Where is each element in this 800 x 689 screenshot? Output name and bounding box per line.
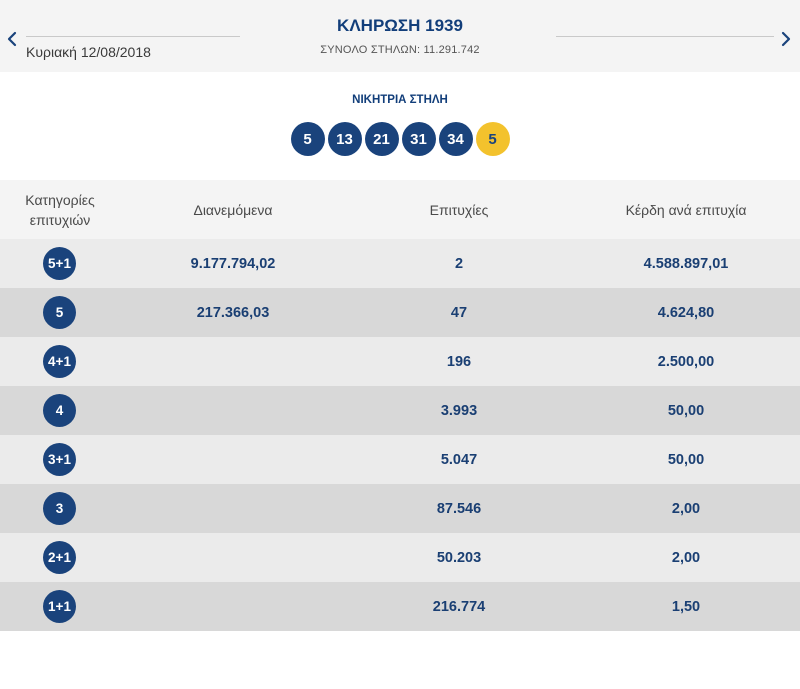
table-row: 5+1 9.177.794,02 2 4.588.897,01 [0,239,800,288]
prize-value: 2,00 [671,500,701,517]
table-header: Κατηγορίες επιτυχιών Διανεμόμενα Επιτυχί… [0,180,800,239]
number-ball: 5 [290,122,325,156]
prize-value: 4.588.897,01 [643,255,729,272]
prize-table: 5+1 9.177.794,02 2 4.588.897,01 5 217.36… [0,239,800,631]
number-ball: 21 [364,122,399,156]
draw-header: Κυριακή 12/08/2018 ΚΛΗΡΩΣΗ 1939 ΣΥΝΟΛΟ Σ… [0,0,800,72]
category-badge: 5 [43,296,76,329]
chevron-left-icon[interactable] [4,26,20,52]
distributed-value [120,386,346,435]
distributed-value: 217.366,03 [196,304,270,321]
table-row: 1+1 216.774 1,50 [0,582,800,631]
chevron-right-icon[interactable] [778,26,794,52]
prize-value: 2,00 [671,549,701,566]
wins-value: 3.993 [440,402,478,419]
header-prize: Κέρδη ανά επιτυχία [625,201,747,218]
wins-value: 196 [446,353,472,370]
wins-value: 5.047 [440,451,478,468]
prize-value: 4.624,80 [657,304,715,321]
winning-column-title: ΝΙΚΗΤΡΙΑ ΣΤΗΛΗ [352,94,448,106]
table-row: 3+1 5.047 50,00 [0,435,800,484]
joker-ball: 5 [475,122,510,156]
category-badge: 4 [43,394,76,427]
wins-value: 47 [450,304,468,321]
draw-title: ΚΛΗΡΩΣΗ 1939 [337,16,463,35]
divider-left [26,36,240,37]
number-ball: 31 [401,122,436,156]
category-badge: 1+1 [43,590,76,623]
table-row: 3 87.546 2,00 [0,484,800,533]
header-category: Κατηγορίες επιτυχιών [25,191,95,228]
prize-value: 50,00 [667,402,705,419]
header-wins: Επιτυχίες [429,201,489,218]
category-badge: 3 [43,492,76,525]
table-row: 2+1 50.203 2,00 [0,533,800,582]
category-badge: 2+1 [43,541,76,574]
table-row: 5 217.366,03 47 4.624,80 [0,288,800,337]
distributed-value [120,435,346,484]
table-row: 4 3.993 50,00 [0,386,800,435]
table-row: 4+1 196 2.500,00 [0,337,800,386]
prize-value: 50,00 [667,451,705,468]
wins-value: 216.774 [432,598,486,615]
distributed-value [120,533,346,582]
header-distributed: Διανεμόμενα [193,201,273,218]
total-columns: ΣΥΝΟΛΟ ΣΤΗΛΩΝ: 11.291.742 [320,44,480,56]
prize-value: 1,50 [671,598,701,615]
distributed-value [120,582,346,631]
number-ball: 13 [327,122,362,156]
number-ball: 34 [438,122,473,156]
divider-right [556,36,774,37]
prize-value: 2.500,00 [657,353,715,370]
wins-value: 87.546 [436,500,482,517]
category-badge: 4+1 [43,345,76,378]
category-badge: 3+1 [43,443,76,476]
category-badge: 5+1 [43,247,76,280]
distributed-value [120,484,346,533]
wins-value: 2 [454,255,464,272]
winning-numbers: 5 13 21 31 34 5 [0,122,800,156]
draw-date: Κυριακή 12/08/2018 [26,44,151,60]
wins-value: 50.203 [436,549,482,566]
distributed-value [120,337,346,386]
distributed-value: 9.177.794,02 [190,255,276,272]
